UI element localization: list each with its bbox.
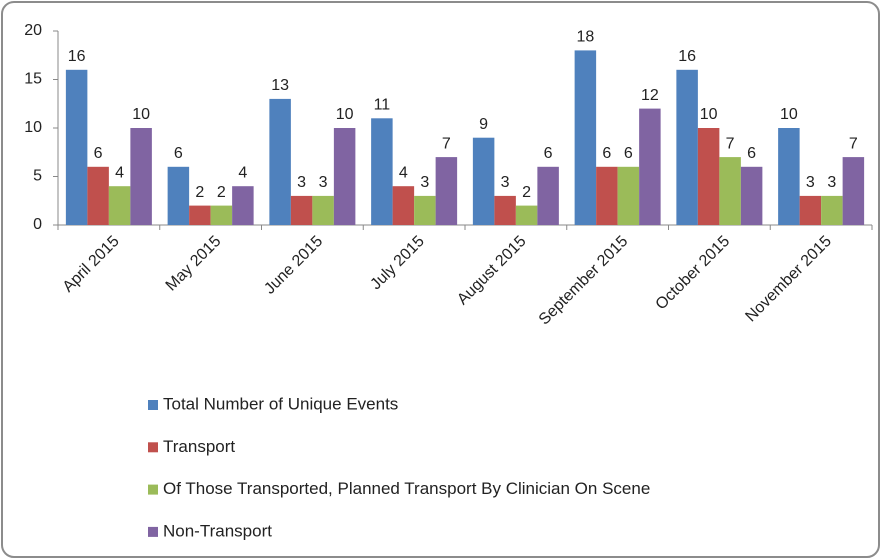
bar (65, 69, 88, 225)
data-label: 18 (576, 29, 594, 46)
legend-label: Transport (163, 437, 235, 456)
bar (435, 157, 458, 225)
bar (596, 166, 618, 225)
bar (189, 205, 211, 225)
y-tick-label: 10 (24, 119, 42, 136)
data-label: 6 (624, 145, 633, 162)
data-label: 6 (174, 145, 183, 162)
bar (333, 128, 356, 225)
bar (515, 205, 538, 225)
legend-swatch (148, 484, 158, 495)
data-label: 3 (827, 174, 836, 191)
bar (414, 195, 436, 225)
data-label: 9 (479, 116, 488, 133)
data-label: 4 (399, 164, 408, 181)
bar (842, 157, 865, 225)
y-tick-label: 20 (24, 22, 42, 39)
legend-label: Total Number of Unique Events (163, 394, 398, 413)
bar (740, 166, 763, 225)
data-label: 11 (374, 97, 391, 114)
y-tick-label: 0 (33, 216, 42, 233)
bar (617, 166, 640, 225)
bar (537, 166, 559, 225)
data-label: 13 (271, 77, 289, 94)
data-label: 16 (678, 48, 696, 65)
data-label: 3 (297, 174, 306, 191)
bar (392, 186, 415, 225)
bar (799, 195, 822, 225)
data-label: 7 (726, 135, 735, 152)
data-label: 7 (442, 135, 451, 152)
data-label: 10 (780, 106, 798, 123)
bar (130, 128, 152, 225)
data-label: 12 (641, 87, 659, 104)
data-label: 2 (522, 184, 531, 201)
bar (574, 50, 597, 226)
data-label: 7 (849, 135, 858, 152)
bar (232, 186, 254, 225)
y-tick-label: 5 (33, 168, 42, 185)
legend-label: Of Those Transported, Planned Transport … (163, 479, 650, 498)
data-label: 10 (132, 106, 150, 123)
bar (639, 108, 661, 225)
data-label: 4 (238, 164, 247, 181)
legend-swatch (148, 442, 158, 453)
data-label: 3 (319, 174, 328, 191)
bar (371, 118, 393, 225)
data-label: 3 (420, 174, 429, 191)
bar (108, 186, 131, 225)
data-label: 10 (336, 106, 354, 123)
data-label: 6 (544, 145, 553, 162)
data-label: 6 (747, 145, 756, 162)
bar (821, 195, 843, 225)
bar (167, 166, 190, 225)
data-label: 6 (602, 145, 611, 162)
legend-label: Non-Transport (163, 521, 272, 540)
data-label: 3 (806, 174, 815, 191)
y-tick-label: 15 (24, 71, 42, 88)
legend-swatch (148, 400, 158, 410)
bar (697, 128, 720, 225)
data-label: 2 (217, 184, 226, 201)
bar (210, 205, 233, 225)
bar (312, 195, 334, 225)
data-label: 16 (68, 48, 86, 65)
data-label: 3 (501, 174, 510, 191)
bar (494, 195, 516, 225)
data-label: 2 (195, 184, 204, 201)
bar (87, 166, 109, 225)
bar (778, 128, 800, 225)
data-label: 4 (115, 164, 124, 181)
bar (269, 98, 291, 225)
data-label: 6 (94, 145, 103, 162)
bar (719, 157, 741, 225)
bar (676, 69, 698, 225)
data-label: 10 (700, 106, 718, 123)
legend-swatch (148, 526, 158, 537)
bar (290, 195, 313, 225)
bar (472, 137, 495, 225)
